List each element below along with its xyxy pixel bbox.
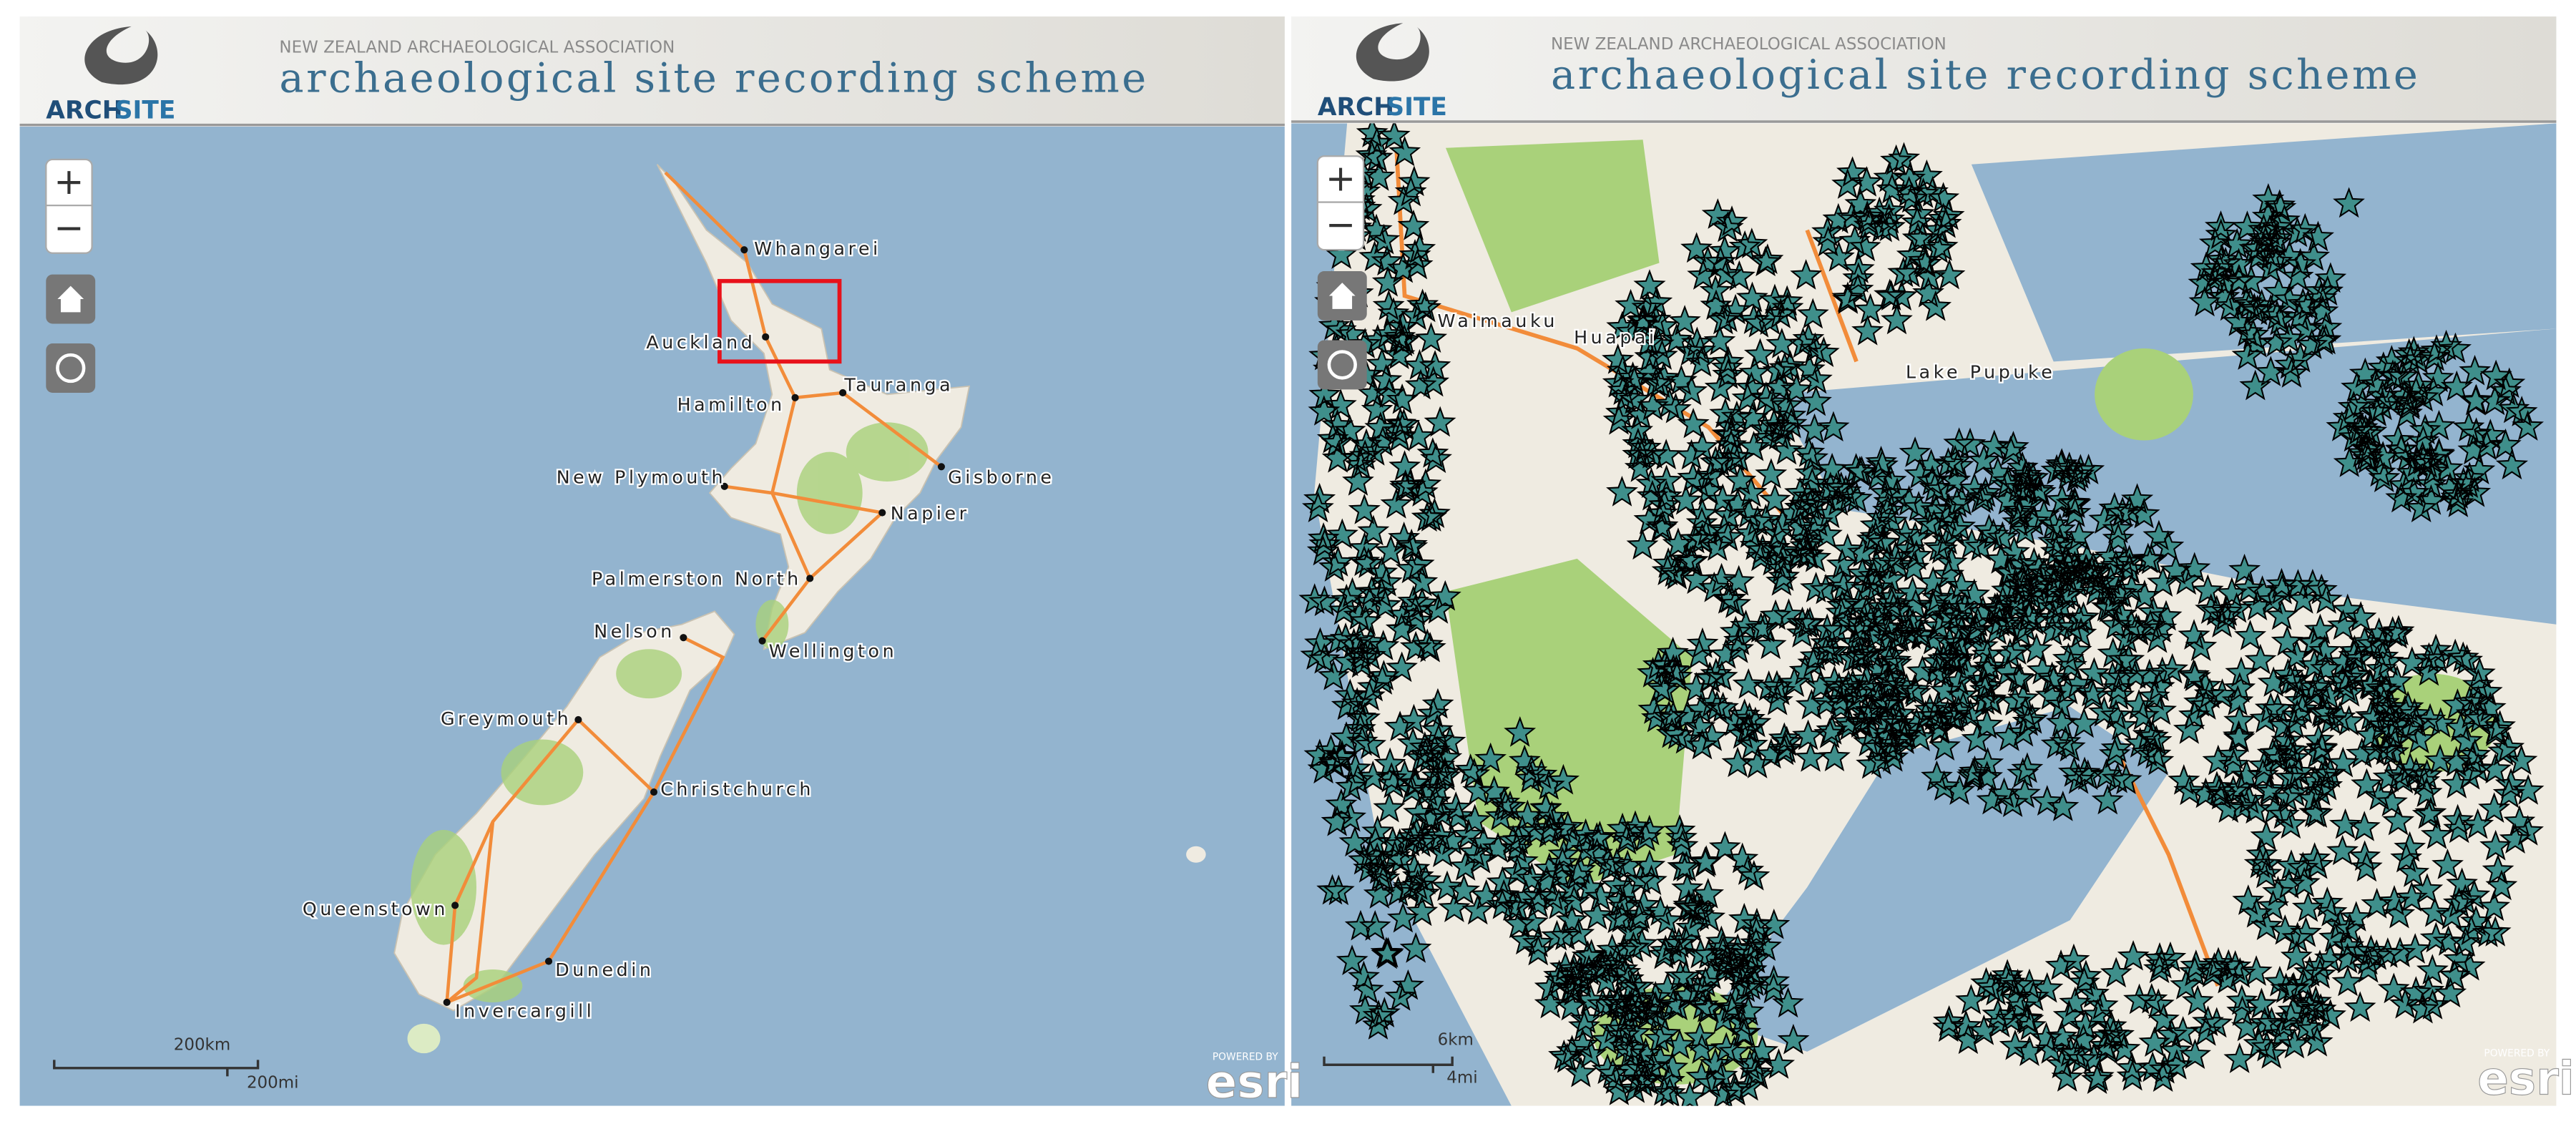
north-island	[656, 164, 971, 650]
city-label: Palmerston North	[592, 569, 802, 590]
city-label: Invercargill	[455, 1001, 594, 1022]
city-dot	[791, 394, 799, 401]
place-label: Lake Pupuke	[1906, 361, 2055, 382]
city-dot	[758, 637, 766, 645]
logo-text: SITE	[115, 96, 176, 124]
city-dot	[839, 388, 847, 397]
logo-text: ARCH	[46, 96, 122, 124]
city-label: Tauranga	[843, 375, 954, 396]
scale-metric: 200km	[174, 1036, 230, 1055]
city-dot	[443, 998, 451, 1007]
roads	[445, 171, 943, 1005]
map-right[interactable]: Waimauku Huapai Lake Pupuke	[1291, 119, 2557, 1110]
city-dot	[650, 788, 658, 796]
org-name: NEW ZEALAND ARCHAEOLOGICAL ASSOCIATION	[1551, 35, 1946, 54]
extent-box	[718, 278, 842, 364]
scale-bar	[53, 1060, 260, 1077]
city-label: Nelson	[594, 621, 675, 642]
zoom-in[interactable]: +	[1326, 157, 1356, 199]
city-label: Greymouth	[441, 708, 572, 729]
header	[1291, 16, 2557, 122]
scale-imperial: 4mi	[1446, 1069, 1477, 1088]
header	[19, 16, 1285, 125]
city-label: Whangarei	[754, 238, 881, 259]
south-island	[393, 610, 735, 1012]
stewart-island	[407, 1023, 441, 1054]
attribution-brand[interactable]: esri	[2477, 1052, 2575, 1106]
locate-icon	[1327, 350, 1357, 380]
zoom-out[interactable]: −	[54, 206, 84, 248]
zoom-in[interactable]: +	[54, 160, 84, 202]
place-label: Waimauku	[1437, 311, 1558, 331]
city-dot	[451, 901, 459, 909]
city-dot	[544, 957, 553, 965]
water	[19, 126, 1285, 1106]
map-left[interactable]: Whangarei Auckland Tauranga Hamilton New Ply…	[19, 126, 1285, 1106]
city-dot	[762, 333, 770, 341]
city-label: Queenstown	[303, 899, 449, 919]
city-label: Christchurch	[660, 779, 814, 800]
locate-button[interactable]	[1317, 340, 1367, 390]
city-label: Wellington	[769, 641, 897, 662]
scale-imperial: 200mi	[247, 1073, 299, 1092]
city-label: Hamilton	[677, 394, 785, 415]
logo-text: ARCH	[1318, 93, 1394, 122]
site-title: archaeological site recording scheme	[1551, 51, 2420, 99]
city-dot	[720, 482, 728, 490]
city-label: Dunedin	[555, 959, 654, 980]
site-title: archaeological site recording scheme	[279, 54, 1148, 102]
city-dot	[878, 509, 886, 517]
scale-metric: 6km	[1438, 1031, 1474, 1050]
city-label: New Plymouth	[557, 466, 726, 487]
attribution-powered: POWERED BY	[2484, 1048, 2550, 1060]
locate-icon	[56, 353, 86, 383]
logo-swirl	[84, 26, 158, 85]
org-name: NEW ZEALAND ARCHAEOLOGICAL ASSOCIATION	[279, 39, 675, 57]
place-label: Huapai	[1574, 327, 1657, 348]
logo-text: SITE	[1386, 93, 1447, 122]
city-dot	[740, 246, 748, 254]
attribution-powered: POWERED BY	[1213, 1051, 1278, 1062]
locate-button[interactable]	[46, 343, 96, 393]
city-label: Gisborne	[948, 466, 1054, 487]
city-label: Napier	[891, 503, 970, 524]
city-label: Auckland	[646, 332, 755, 353]
city-dot	[806, 575, 814, 582]
chatham-islands	[1186, 846, 1206, 863]
city-dot	[937, 463, 945, 471]
zoom-out[interactable]: −	[1326, 203, 1356, 245]
city-dot	[680, 634, 687, 642]
logo-swirl	[1356, 23, 1429, 82]
scale-bar	[1323, 1056, 1454, 1073]
city-dot	[574, 715, 582, 724]
attribution-brand[interactable]: esri	[1205, 1055, 1303, 1110]
